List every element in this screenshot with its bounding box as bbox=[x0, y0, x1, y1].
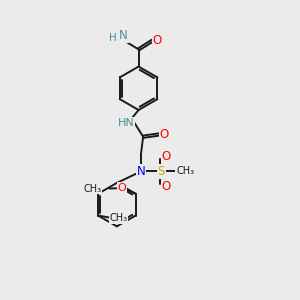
Text: O: O bbox=[153, 34, 162, 47]
Text: HN: HN bbox=[118, 118, 134, 128]
Text: CH₃: CH₃ bbox=[110, 213, 128, 223]
Text: O: O bbox=[118, 183, 126, 193]
Text: CH₃: CH₃ bbox=[176, 167, 194, 176]
Text: O: O bbox=[162, 150, 171, 163]
Text: S: S bbox=[158, 165, 165, 178]
Text: CH₃: CH₃ bbox=[83, 184, 101, 194]
Text: N: N bbox=[119, 29, 128, 42]
Text: O: O bbox=[160, 128, 169, 141]
Text: O: O bbox=[162, 180, 171, 193]
Text: N: N bbox=[136, 165, 145, 178]
Text: H: H bbox=[109, 33, 117, 43]
